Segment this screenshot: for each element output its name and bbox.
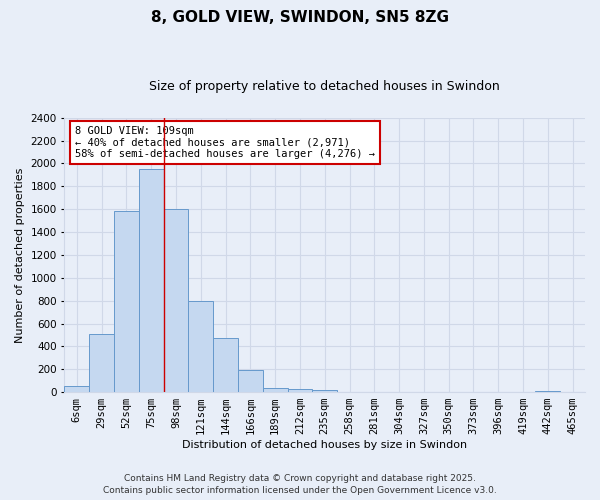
Text: 8, GOLD VIEW, SWINDON, SN5 8ZG: 8, GOLD VIEW, SWINDON, SN5 8ZG: [151, 10, 449, 25]
Bar: [263, 388, 287, 392]
Bar: [313, 390, 337, 392]
Text: 8 GOLD VIEW: 109sqm
← 40% of detached houses are smaller (2,971)
58% of semi-det: 8 GOLD VIEW: 109sqm ← 40% of detached ho…: [75, 126, 375, 159]
Bar: [114, 212, 139, 392]
Bar: [287, 388, 313, 392]
X-axis label: Distribution of detached houses by size in Swindon: Distribution of detached houses by size …: [182, 440, 467, 450]
Text: Contains HM Land Registry data © Crown copyright and database right 2025.
Contai: Contains HM Land Registry data © Crown c…: [103, 474, 497, 495]
Bar: [238, 370, 263, 392]
Bar: [164, 209, 188, 392]
Bar: [89, 334, 114, 392]
Bar: [213, 338, 238, 392]
Y-axis label: Number of detached properties: Number of detached properties: [15, 167, 25, 342]
Bar: [188, 300, 213, 392]
Bar: [535, 391, 560, 392]
Title: Size of property relative to detached houses in Swindon: Size of property relative to detached ho…: [149, 80, 500, 93]
Bar: [139, 169, 164, 392]
Bar: [64, 386, 89, 392]
